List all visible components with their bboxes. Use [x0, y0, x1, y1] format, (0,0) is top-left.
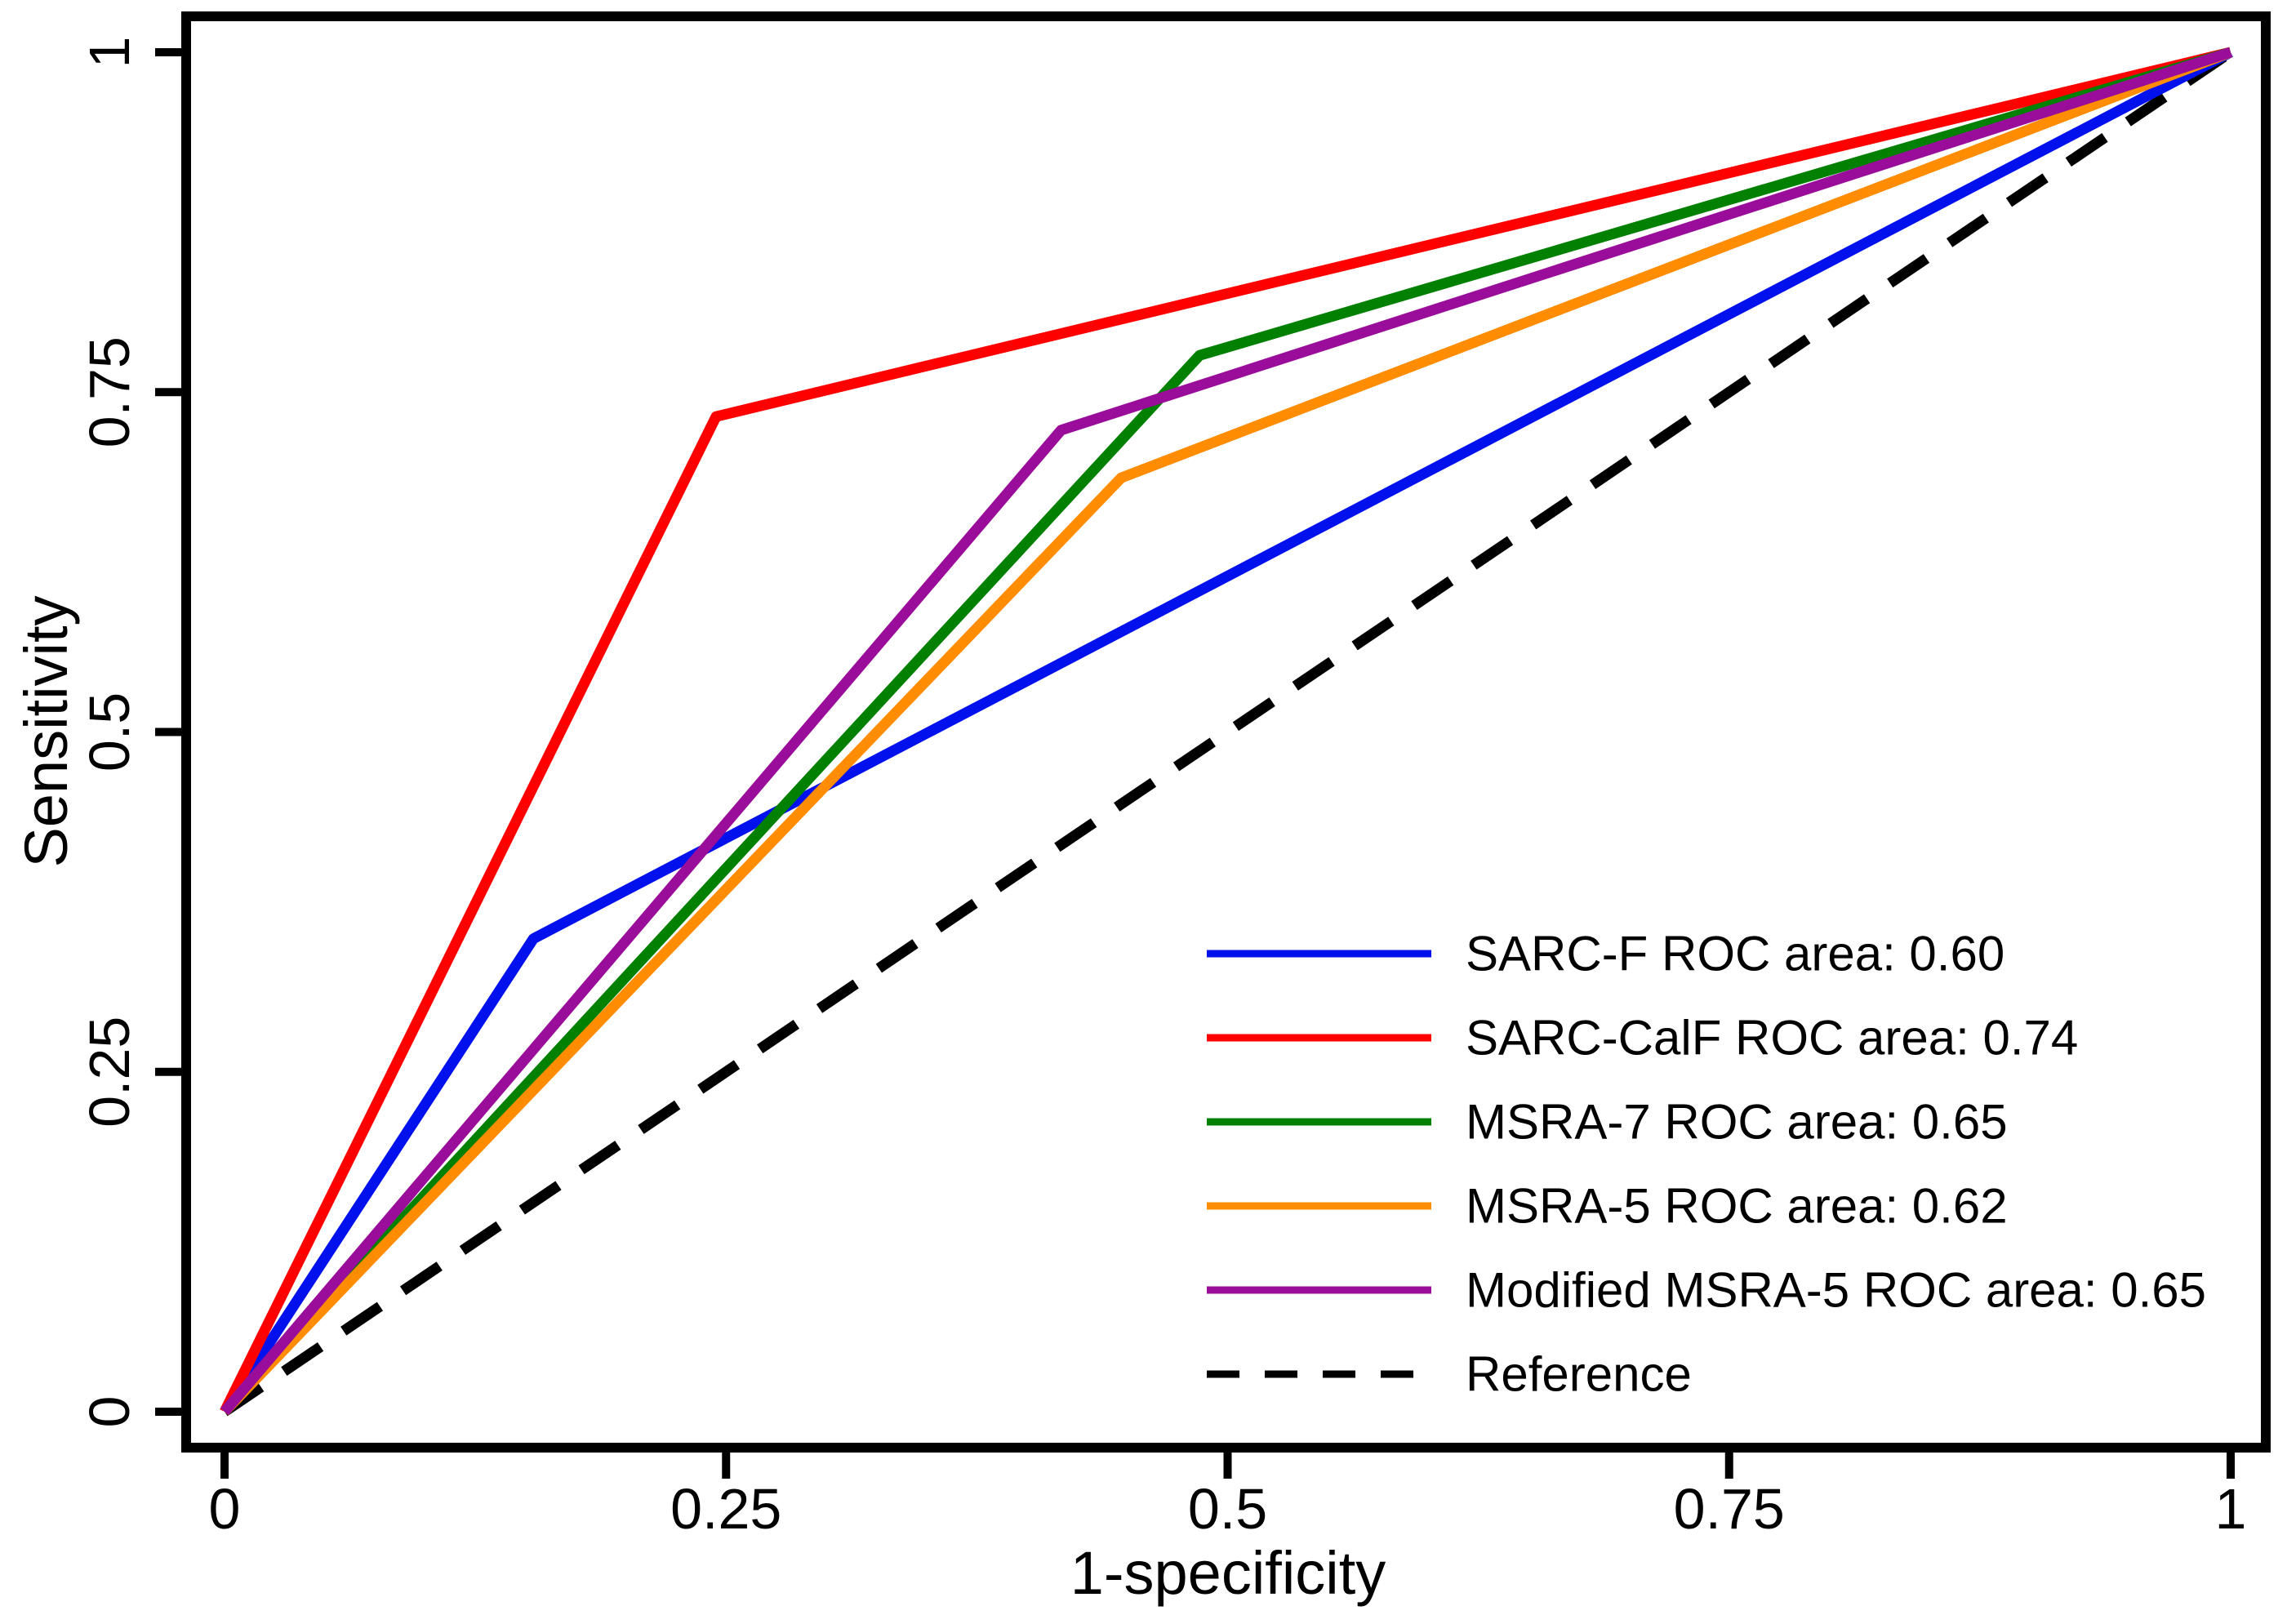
y-tick-label-0.25: 0.25: [78, 1017, 141, 1128]
x-tick-label-0.5: 0.5: [1188, 1477, 1267, 1541]
roc-curve-msra-7: [220, 47, 2232, 1416]
legend-label-modified-msra-5: Modified MSRA-5 ROC area: 0.65: [1466, 1263, 2206, 1318]
roc-curves: [220, 47, 2234, 1417]
y-tick-label-1: 1: [78, 37, 141, 69]
legend-label-reference: Reference: [1466, 1347, 1692, 1402]
y-tick-label-0.5: 0.5: [78, 692, 141, 772]
roc-curve-reference: [221, 47, 2234, 1417]
y-axis-ticks: 0 0.25 0.5 0.75 1: [78, 37, 186, 1428]
y-tick-label-0.75: 0.75: [78, 336, 141, 447]
roc-curve-modified-msra-5: [220, 47, 2232, 1416]
roc-curve-sarc-f: [220, 47, 2234, 1415]
legend-label-msra-5: MSRA-5 ROC area: 0.62: [1466, 1179, 2008, 1234]
roc-curve-sarc-calf: [220, 47, 2232, 1414]
legend-label-sarc-f: SARC-F ROC area: 0.60: [1466, 927, 2004, 981]
x-tick-label-0.25: 0.25: [670, 1477, 781, 1541]
x-tick-label-0: 0: [209, 1477, 241, 1541]
x-tick-label-0.75: 0.75: [1674, 1477, 1785, 1541]
y-axis-title: Sensitivity: [12, 595, 80, 867]
y-tick-label-0: 0: [78, 1396, 141, 1428]
legend-label-msra-7: MSRA-7 ROC area: 0.65: [1466, 1095, 2008, 1150]
legend-label-sarc-calf: SARC-CalF ROC area: 0.74: [1466, 1011, 2078, 1066]
x-axis-ticks: 0 0.25 0.5 0.75 1: [209, 1448, 2247, 1541]
x-tick-label-1: 1: [2215, 1477, 2247, 1541]
x-axis-title: 1-specificity: [1070, 1539, 1386, 1607]
roc-curve-msra-5: [220, 47, 2233, 1416]
chart-legend: SARC-F ROC area: 0.60 SARC-CalF ROC area:…: [1207, 927, 2206, 1402]
